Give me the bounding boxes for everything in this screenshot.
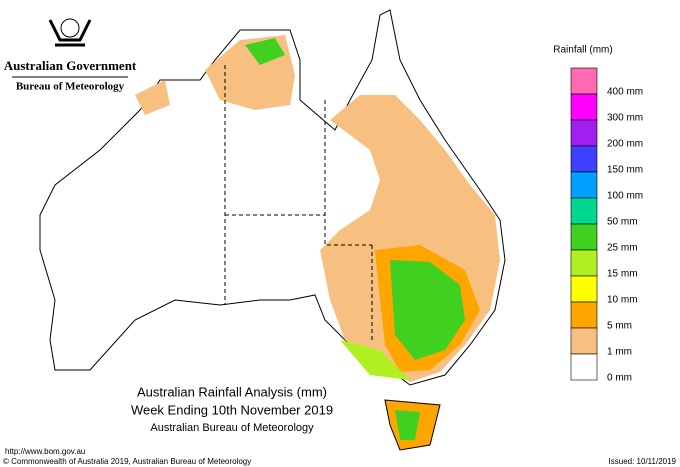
australia-map bbox=[39, 9, 506, 451]
legend-swatch bbox=[570, 145, 598, 173]
legend-label: 10 mm bbox=[607, 295, 638, 306]
map-subtitle: Week Ending 10th November 2019 bbox=[131, 402, 333, 417]
copyright: © Commonwealth of Australia 2019, Austra… bbox=[3, 457, 251, 466]
legend-swatch bbox=[570, 119, 598, 147]
legend: 400 mm 300 mm 200 mm 150 mm 100 mm 50 mm 25 mm… bbox=[570, 67, 643, 384]
legend-swatch bbox=[570, 301, 598, 329]
legend-label: 50 mm bbox=[607, 217, 638, 228]
legend-label: 300 mm bbox=[607, 113, 643, 124]
legend-swatch bbox=[570, 93, 598, 121]
map-title: Australian Rainfall Analysis (mm) bbox=[137, 384, 327, 399]
legend-label: 200 mm bbox=[607, 139, 643, 150]
url: http://www.bom.gov.au bbox=[5, 447, 85, 456]
legend-swatch bbox=[570, 67, 598, 95]
map-source: Australian Bureau of Meteorology bbox=[150, 422, 314, 434]
legend-swatch bbox=[570, 327, 598, 355]
legend-label: 400 mm bbox=[607, 87, 643, 98]
bureau: Bureau of Meteorology bbox=[16, 81, 125, 93]
legend-swatch bbox=[570, 275, 598, 303]
legend-label: 15 mm bbox=[607, 269, 638, 280]
legend-label: 1 mm bbox=[607, 347, 632, 358]
agency: Australian Government bbox=[4, 58, 137, 73]
legend-label: 25 mm bbox=[607, 243, 638, 254]
legend-label: 100 mm bbox=[607, 191, 643, 202]
legend-swatch bbox=[570, 223, 598, 251]
legend-label: 0 mm bbox=[607, 373, 632, 384]
legend-title: Rainfall (mm) bbox=[553, 45, 612, 56]
legend-swatch bbox=[570, 249, 598, 277]
legend-label: 5 mm bbox=[607, 321, 632, 332]
legend-swatch bbox=[570, 171, 598, 199]
legend-label: 150 mm bbox=[607, 165, 643, 176]
legend-swatch bbox=[570, 197, 598, 225]
logo bbox=[48, 18, 92, 47]
issued: Issued: 10/11/2019 bbox=[609, 457, 677, 466]
legend-swatch bbox=[570, 353, 598, 381]
